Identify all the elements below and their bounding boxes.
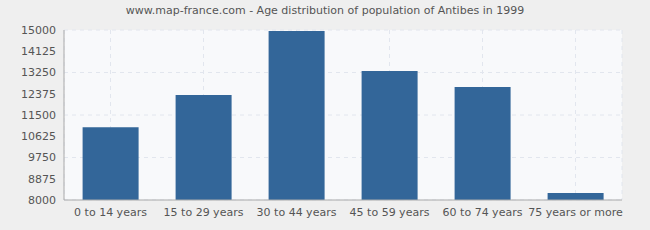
svg-text:30 to 44 years: 30 to 44 years (257, 206, 337, 219)
svg-text:9750: 9750 (28, 151, 56, 164)
svg-text:60 to 74 years: 60 to 74 years (443, 206, 523, 219)
html-text:www.map-france.com - Age distr: www.map-france.com - Age distribution of… (125, 4, 525, 17)
svg-text:10625: 10625 (21, 130, 56, 143)
svg-text:75 years or more: 75 years or more (528, 206, 623, 219)
svg-text:12375: 12375 (21, 88, 56, 101)
svg-text:15 to 29 years: 15 to 29 years (164, 206, 244, 219)
svg-text:15000: 15000 (21, 24, 56, 37)
svg-text:8875: 8875 (28, 173, 56, 186)
svg-text:11500: 11500 (21, 109, 56, 122)
svg-text:8000: 8000 (28, 194, 56, 207)
svg-text:14125: 14125 (21, 45, 56, 58)
svg-text:13250: 13250 (21, 66, 56, 79)
svg-text:45 to 59 years: 45 to 59 years (350, 206, 430, 219)
svg-text:0 to 14 years: 0 to 14 years (74, 206, 147, 219)
